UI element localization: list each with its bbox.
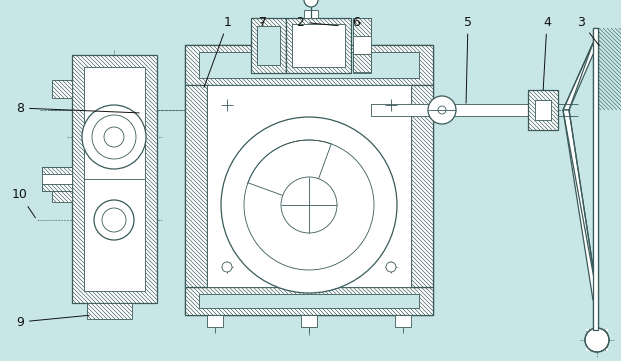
Bar (42, 167, 72, 191)
Bar (185, 85, 207, 287)
Text: 5: 5 (464, 16, 472, 103)
Bar (535, 100, 551, 120)
Circle shape (82, 105, 146, 169)
Polygon shape (563, 43, 598, 110)
Text: 4: 4 (543, 16, 551, 90)
Bar (185, 45, 433, 315)
Bar (42, 184, 72, 191)
Bar (353, 54, 371, 72)
Bar (528, 90, 558, 130)
Circle shape (428, 96, 456, 124)
Circle shape (222, 262, 232, 272)
Text: 1: 1 (204, 16, 232, 87)
Bar (286, 18, 351, 73)
Bar (353, 18, 371, 73)
Bar (371, 104, 533, 116)
Bar (353, 18, 371, 36)
Bar (199, 52, 419, 78)
Circle shape (386, 262, 396, 272)
Circle shape (304, 0, 318, 7)
Text: 7: 7 (259, 16, 267, 29)
Bar (411, 85, 433, 287)
Bar (257, 26, 280, 65)
Bar (42, 167, 72, 174)
Bar (292, 24, 345, 67)
Circle shape (244, 140, 374, 270)
Circle shape (585, 328, 609, 352)
Bar (199, 294, 419, 308)
Text: 9: 9 (16, 315, 89, 329)
Bar (304, 10, 318, 18)
Text: 2: 2 (296, 16, 338, 29)
Circle shape (104, 127, 124, 147)
Circle shape (438, 106, 446, 114)
Bar (586, 329, 608, 351)
Bar (207, 315, 223, 327)
Bar (593, 28, 598, 330)
Bar (72, 55, 157, 303)
Bar (251, 18, 286, 73)
Bar (185, 287, 433, 315)
Bar (87, 303, 132, 319)
Circle shape (92, 115, 136, 159)
Circle shape (221, 117, 397, 293)
Text: 3: 3 (577, 16, 599, 46)
Circle shape (281, 177, 337, 233)
Bar (52, 184, 72, 202)
Bar (593, 28, 598, 330)
Polygon shape (563, 110, 598, 300)
Circle shape (94, 200, 134, 240)
Bar (301, 315, 317, 327)
Text: 6: 6 (352, 16, 361, 29)
Bar (84, 67, 145, 291)
Bar (207, 85, 411, 287)
Bar (395, 315, 411, 327)
Text: 8: 8 (16, 101, 139, 114)
Text: 10: 10 (12, 188, 35, 218)
Bar (52, 80, 72, 98)
Circle shape (102, 208, 126, 232)
Bar (185, 45, 433, 85)
